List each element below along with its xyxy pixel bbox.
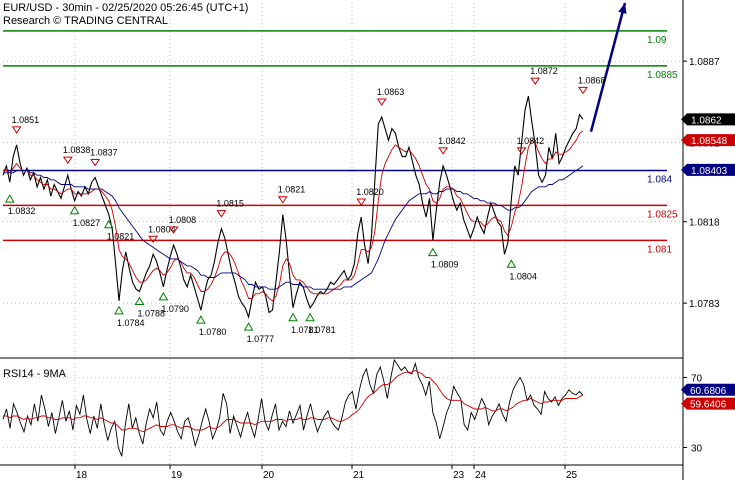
levels-layer: 1.09 1.0885 1.084 1.0825 1.081 xyxy=(3,30,678,255)
price-tag xyxy=(681,113,735,126)
pivot-low-label: 1.0781 xyxy=(291,325,319,335)
pivot-low-label: 1.0827 xyxy=(73,218,101,228)
pivot-low-label: 1.0790 xyxy=(161,304,189,314)
pivot-high-label: 1.0842 xyxy=(438,136,466,146)
pivot-low-triangle xyxy=(428,247,438,257)
x-tick-label: 24 xyxy=(475,470,487,480)
pivot-high-triangle xyxy=(90,159,101,167)
pivot-low-label: 1.0788 xyxy=(137,309,165,319)
pivot-low-triangle xyxy=(103,219,114,229)
y-tick-label: 1.0783 xyxy=(689,299,720,310)
pivot-low-label: 1.0777 xyxy=(247,334,275,344)
pivot-low-triangle xyxy=(158,291,169,301)
pivot-high-triangle xyxy=(438,147,449,155)
pivot-high-triangle xyxy=(11,126,22,134)
pivot-high-triangle xyxy=(216,210,227,218)
pivot-low-triangle xyxy=(69,205,80,215)
pivot-high-triangle xyxy=(277,196,288,204)
series-price xyxy=(2,95,584,320)
pivot-low-triangle xyxy=(114,305,124,315)
grid-layer xyxy=(3,3,683,465)
pivot-high-label: 1.0837 xyxy=(90,148,118,158)
rsi-series-rsi_ma xyxy=(3,369,584,433)
pivot-high-label: 1.0842 xyxy=(517,136,545,146)
pivot-high-label: 1.0820 xyxy=(356,187,384,197)
projection-arrow-head xyxy=(618,3,627,14)
pivot-high-label: 1.0804 xyxy=(148,224,176,234)
projection-arrow xyxy=(589,2,627,132)
pivot-low-label: 1.0809 xyxy=(431,260,459,270)
level-label: 1.081 xyxy=(647,244,672,255)
price-tag-label: 1.08403 xyxy=(691,166,728,177)
level-label: 1.0825 xyxy=(647,209,678,220)
pivot-high-label: 1.0851 xyxy=(12,115,40,125)
price-tag xyxy=(681,134,735,147)
x-tick-label: 23 xyxy=(453,470,465,480)
axis-layer: 1.08871.08521.08181.07831819202123242570… xyxy=(0,0,720,480)
pivot-high-triangle xyxy=(148,235,159,244)
level-label: 1.084 xyxy=(647,175,672,186)
pivot-high-triangle xyxy=(578,86,588,95)
pivot-high-label: 1.0815 xyxy=(216,199,244,209)
pivot-low-label: 1.0780 xyxy=(199,327,227,337)
pivot-high-label: 1.0838 xyxy=(63,145,91,155)
pivot-high-triangle xyxy=(62,156,73,165)
rsi-tag xyxy=(681,397,735,410)
series-layer xyxy=(2,2,627,457)
pivot-low-triangle xyxy=(243,322,254,331)
rsi-series-rsi xyxy=(2,358,584,457)
series-ma_slow xyxy=(3,165,584,290)
pivot-low-triangle xyxy=(196,315,206,324)
pivot-high-label: 1.0808 xyxy=(169,215,197,225)
pivot-low-triangle xyxy=(288,312,298,322)
pivot-low-label: 1.0804 xyxy=(509,271,537,281)
pivot-low-triangle xyxy=(134,296,145,306)
price-tag-label: 1.0862 xyxy=(691,115,722,126)
price-tag-label: 1.08548 xyxy=(691,136,728,147)
pivot-high-triangle xyxy=(530,77,541,85)
pivot-low-triangle xyxy=(4,194,15,203)
pivot-low-label: 1.0821 xyxy=(107,232,135,242)
level-label: 1.09 xyxy=(647,35,667,46)
pivot-high-triangle xyxy=(376,98,387,106)
level-label: 1.0885 xyxy=(647,70,678,81)
pivots-layer: 1.0851 1.0832 1.0827 1.0838 1.0837 1.0821 1.07… xyxy=(4,66,606,344)
series-ma_fast xyxy=(3,130,584,302)
tags-layer: 1.0862 1.08548 1.08403 60.6806 59.6406 xyxy=(681,113,735,411)
rsi-tag xyxy=(681,383,735,396)
pivot-high-triangle xyxy=(168,226,179,234)
rsi-tag-label: 60.6806 xyxy=(690,386,727,397)
y-tick-label: 1.0887 xyxy=(689,57,720,68)
pivot-low-triangle xyxy=(305,312,315,322)
pivot-low-label: 1.0832 xyxy=(8,206,36,216)
x-tick-label: 21 xyxy=(353,470,365,480)
chart-title: EUR/USD - 30min - 02/25/2020 05:26:45 (U… xyxy=(3,2,248,14)
pivot-high-label: 1.0868 xyxy=(578,75,606,85)
y-tick-label: 1.0818 xyxy=(689,218,720,229)
rsi-tick-label: 70 xyxy=(691,374,703,385)
pivot-high-label: 1.0863 xyxy=(377,87,405,97)
pivot-low-label: 1.0781 xyxy=(308,325,336,335)
x-tick-label: 20 xyxy=(263,470,275,480)
pivot-low-label: 1.0784 xyxy=(117,318,145,328)
rsi-tick-label: 30 xyxy=(691,444,703,455)
pivot-low-triangle xyxy=(506,259,517,268)
rsi-tag-label: 59.6406 xyxy=(690,400,727,411)
pivot-high-label: 1.0821 xyxy=(278,185,306,195)
rsi-title: RSI14 - 9MA xyxy=(3,368,67,380)
x-tick-label: 19 xyxy=(171,470,183,480)
x-tick-label: 18 xyxy=(76,470,88,480)
pivot-high-triangle xyxy=(516,147,527,155)
chart-credit: Research © TRADING CENTRAL xyxy=(3,15,168,27)
price-tag xyxy=(681,163,735,176)
x-tick-label: 25 xyxy=(566,470,578,480)
pivot-high-triangle xyxy=(356,198,367,206)
pivot-high-label: 1.0872 xyxy=(530,66,558,76)
